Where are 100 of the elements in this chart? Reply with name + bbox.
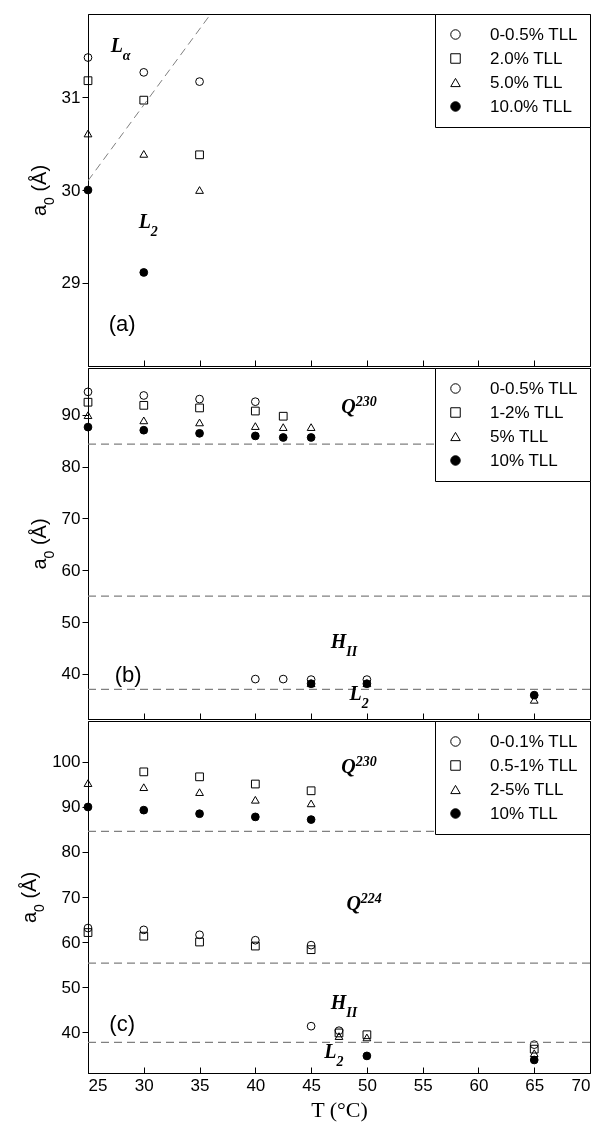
point xyxy=(195,809,204,819)
point xyxy=(306,423,316,431)
point xyxy=(139,925,149,935)
point xyxy=(139,425,149,435)
y-tick-label: 80 xyxy=(61,842,81,862)
point xyxy=(83,802,93,812)
y-tick-label: 31 xyxy=(61,87,81,107)
point xyxy=(195,930,204,940)
y-tick-label: 60 xyxy=(61,932,81,952)
x-axis-title: T (°C) xyxy=(311,1096,368,1122)
point xyxy=(83,129,93,138)
x-tick-label: 55 xyxy=(413,1075,433,1095)
point xyxy=(250,674,260,684)
y-tick-label: 40 xyxy=(61,664,81,684)
x-tick-label: 30 xyxy=(134,1075,154,1095)
point xyxy=(529,1055,539,1065)
point xyxy=(139,150,149,158)
legend-label: 5.0% TLL xyxy=(490,72,563,92)
point xyxy=(139,805,149,815)
point xyxy=(139,67,149,77)
point xyxy=(83,422,93,432)
point xyxy=(195,772,204,782)
point xyxy=(195,394,204,404)
legend-label: 0-0.1% TLL xyxy=(490,731,578,751)
y-tick-label: 70 xyxy=(61,887,81,907)
legend-label: 2-5% TLL xyxy=(490,779,564,799)
point xyxy=(139,268,149,277)
point xyxy=(278,411,288,421)
point xyxy=(83,779,93,787)
annotation: L$_{2}$ xyxy=(137,209,158,239)
point xyxy=(250,406,260,416)
point xyxy=(362,1051,372,1061)
point xyxy=(529,1049,539,1058)
annotation: L$_{α}$ xyxy=(109,33,131,63)
point xyxy=(306,433,316,442)
annotation: (b) xyxy=(114,662,142,688)
legend-label: 0-0.5% TLL xyxy=(490,378,578,398)
point xyxy=(195,77,204,86)
point xyxy=(250,422,260,430)
annotation: Q$^{230}$ xyxy=(341,753,377,777)
legend-label: 0-0.5% TLL xyxy=(490,24,578,44)
point xyxy=(139,391,149,400)
legend-label: 1-2% TLL xyxy=(490,402,564,422)
point xyxy=(195,403,204,413)
point xyxy=(83,53,93,62)
point xyxy=(139,931,149,941)
point xyxy=(306,940,316,950)
point xyxy=(278,423,288,431)
point xyxy=(195,788,204,796)
point xyxy=(250,812,260,822)
point xyxy=(306,799,316,808)
x-tick-label: 45 xyxy=(302,1075,322,1095)
legend-label: 2.0% TLL xyxy=(490,48,563,68)
y-tick-label: 90 xyxy=(61,797,81,817)
point xyxy=(83,387,93,397)
point xyxy=(83,397,93,407)
point xyxy=(139,416,149,425)
point xyxy=(278,674,288,684)
annotation: (a) xyxy=(108,310,136,336)
point xyxy=(83,923,93,933)
legend-label: 5% TLL xyxy=(490,426,549,446)
point xyxy=(306,1021,316,1031)
point xyxy=(529,690,539,700)
point xyxy=(250,431,260,441)
point xyxy=(83,76,93,86)
legend-label: 10% TLL xyxy=(490,450,558,470)
annotation: L$_{2}$ xyxy=(323,1039,344,1069)
point xyxy=(306,945,316,955)
point xyxy=(195,186,204,194)
y-tick-label: 50 xyxy=(61,612,81,632)
x-tick-label: 50 xyxy=(357,1075,377,1095)
annotation: Q$^{230}$ xyxy=(341,393,377,417)
annotation: H$_{II}$ xyxy=(329,629,358,659)
point xyxy=(250,397,260,407)
point xyxy=(250,935,260,945)
point xyxy=(195,418,204,427)
point xyxy=(334,1032,344,1040)
point xyxy=(139,400,149,410)
y-tick-label: 80 xyxy=(61,457,81,477)
y-tick-label: 100 xyxy=(52,752,81,772)
point xyxy=(139,767,149,777)
x-tick-label: 35 xyxy=(190,1075,210,1095)
y-tick-label: 60 xyxy=(61,560,81,580)
point xyxy=(250,779,260,789)
x-tick-label: 25 xyxy=(88,1075,108,1095)
point xyxy=(306,786,316,796)
y-tick-label: 30 xyxy=(61,180,81,200)
point xyxy=(250,941,260,951)
y-tick-label: 29 xyxy=(61,273,81,293)
point xyxy=(250,795,260,804)
point xyxy=(529,1044,539,1054)
legend-label: 10.0% TLL xyxy=(490,96,572,116)
point xyxy=(195,150,204,160)
point xyxy=(139,95,149,105)
annotation: Q$^{224}$ xyxy=(346,890,382,915)
point xyxy=(278,433,288,442)
annotation: L$_{2}$ xyxy=(348,682,369,711)
x-tick-label: 40 xyxy=(246,1075,266,1095)
x-tick-label: 65 xyxy=(525,1075,545,1095)
legend-label: 10% TLL xyxy=(490,803,558,823)
